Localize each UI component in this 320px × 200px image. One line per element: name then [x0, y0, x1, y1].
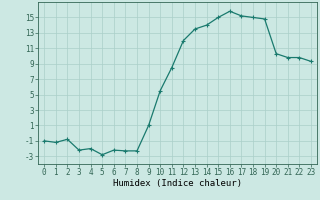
X-axis label: Humidex (Indice chaleur): Humidex (Indice chaleur) [113, 179, 242, 188]
